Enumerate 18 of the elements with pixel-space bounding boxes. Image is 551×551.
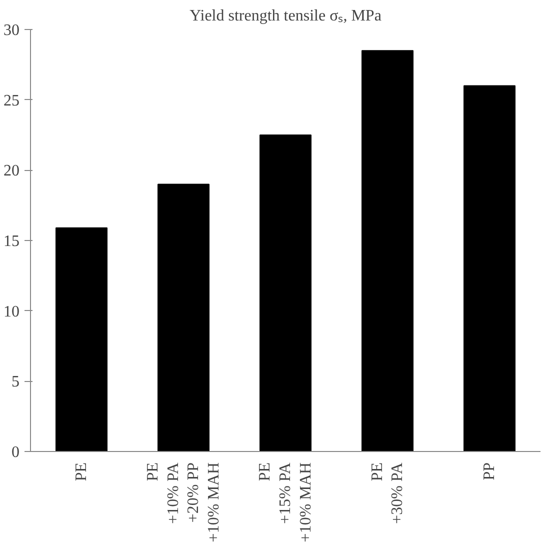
x-tick-label: PE <box>73 462 90 482</box>
bar <box>464 85 516 452</box>
chart-title: Yield strength tensile σₛ, MPa <box>190 8 382 24</box>
x-tick-label: PP <box>481 462 498 480</box>
bar <box>56 227 108 452</box>
bar <box>158 184 210 452</box>
bar <box>260 134 312 452</box>
y-tick-label: 5 <box>12 374 20 391</box>
x-tick-label: PE +30% PA <box>368 462 406 524</box>
y-tick-label: 10 <box>4 303 20 320</box>
x-tick-label: PE +10% PA +20% PP +10% MAH <box>144 462 223 542</box>
bar <box>362 50 414 452</box>
x-tick-label: PE +15% PA +10% MAH <box>256 462 314 542</box>
y-tick-label: 0 <box>12 444 20 461</box>
y-tick-label: 20 <box>4 162 20 180</box>
y-tick-label: 30 <box>4 22 20 39</box>
y-tick-label: 15 <box>4 233 20 250</box>
y-tick-label: 25 <box>4 92 20 110</box>
